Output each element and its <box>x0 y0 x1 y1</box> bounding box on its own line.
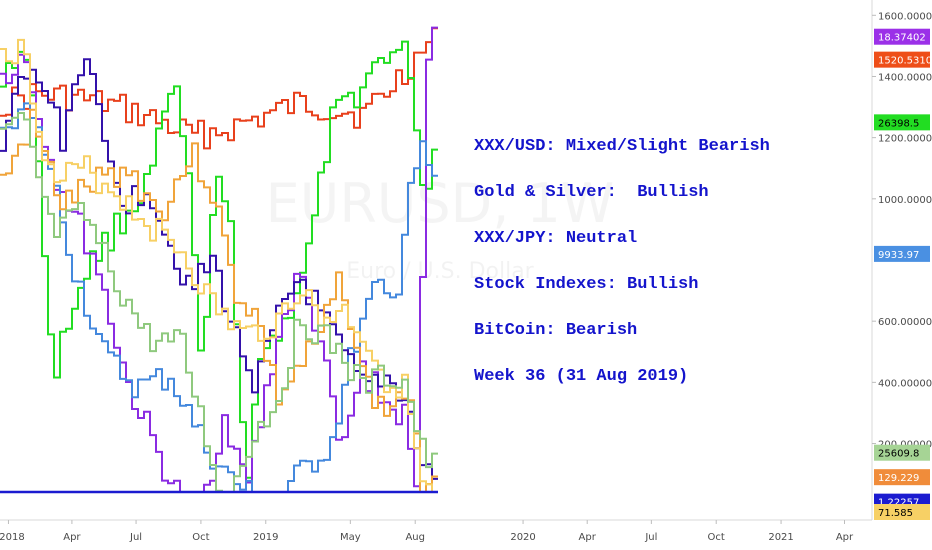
time-axis[interactable]: 2018 Apr Jul Oct 2019 May Aug 2020 Apr Jul Oct 2021… <box>0 519 872 543</box>
xtick-label: 2021 <box>768 532 793 543</box>
time-axis-ticks: 2018 Apr Jul Oct 2019 May Aug 2020 Apr Jul Oct 2021… <box>0 520 854 543</box>
ytick-label: 600.00000 <box>878 317 932 328</box>
price-badge <box>874 51 930 68</box>
xtick-label: May <box>340 532 361 543</box>
xtick-label: 2018 <box>0 532 25 543</box>
annotation-week: Week 36 (31 Aug 2019) <box>474 367 688 386</box>
series-line-2 <box>0 40 438 479</box>
xtick-label: 2020 <box>510 532 535 543</box>
price-badge-label: 71.585 <box>878 508 913 519</box>
xtick-label: Apr <box>63 532 81 543</box>
watermark-symbol: EURUSD, 1W <box>266 172 615 235</box>
price-axis[interactable]: 200.00000400.00000600.000001000.00000120… <box>871 0 932 520</box>
price-badge-label: 18.37402 <box>878 33 926 44</box>
price-badge <box>874 469 930 486</box>
xtick-label: Oct <box>192 532 209 543</box>
ytick-label: 1200.00000 <box>878 134 932 145</box>
annotation-layer: XXX/USD: Mixed/Slight Bearish Gold & Sil… <box>474 137 770 386</box>
ytick-label: 1000.00000 <box>878 195 932 206</box>
xtick-label: 2019 <box>253 532 278 543</box>
price-badge-label: 1520.53100 <box>878 56 932 67</box>
ytick-label: 400.00000 <box>878 378 932 389</box>
annotation-xxx-jpy: XXX/JPY: Neutral <box>474 229 637 248</box>
ytick-label: 1400.00000 <box>878 72 932 83</box>
xtick-label: Aug <box>405 532 425 543</box>
price-badge <box>874 28 930 45</box>
series-line-6 <box>0 108 438 493</box>
price-badge <box>874 114 930 131</box>
price-badge-label: 26398.5 <box>878 118 919 129</box>
price-badge <box>874 444 930 461</box>
annotation-bitcoin: BitCoin: Bearish <box>474 321 637 340</box>
xtick-label: Jul <box>129 532 142 543</box>
xtick-label: Jul <box>644 532 657 543</box>
price-badge-label: 129.229 <box>878 473 919 484</box>
series-line-8 <box>0 112 438 493</box>
xtick-label: Apr <box>836 532 854 543</box>
annotation-gold-silver: Gold & Silver: Bullish <box>474 183 709 202</box>
price-badges: 18.37402 1520.53100 26398.5 9933.97 25609.8 1… <box>874 28 932 520</box>
price-badge-label: 1.22257 <box>878 498 919 509</box>
annotation-xxx-usd: XXX/USD: Mixed/Slight Bearish <box>474 137 770 156</box>
xtick-label: Oct <box>708 532 725 543</box>
price-badge <box>874 245 930 262</box>
series-layer <box>0 26 438 494</box>
watermark: EURUSD, 1W Euro / U.S. Dollar <box>266 172 615 284</box>
series-line-4 <box>0 102 438 493</box>
xtick-label: Apr <box>579 532 597 543</box>
ytick-label: 1600.00000 <box>878 11 932 22</box>
annotation-stock-indexes: Stock Indexes: Bullish <box>474 275 698 294</box>
series-line-7 <box>0 38 438 493</box>
price-badge-label: 9933.97 <box>878 250 919 261</box>
price-badge-label: 25609.8 <box>878 449 919 460</box>
price-badge <box>874 504 930 520</box>
